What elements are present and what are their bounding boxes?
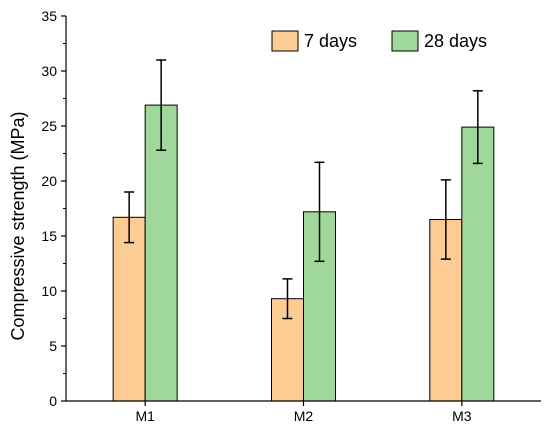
y-axis-label: Compressive strength (MPa) <box>8 111 28 340</box>
legend-swatch <box>271 30 299 52</box>
error-bar-7-days-m3 <box>440 179 451 260</box>
legend-swatch <box>391 30 419 52</box>
legend-item-7-days: 7 days <box>271 30 357 52</box>
bar-28-days-m1 <box>144 104 178 402</box>
y-tick-label: 20 <box>41 173 57 189</box>
y-tick-label: 5 <box>49 338 57 354</box>
error-bar-28-days-m1 <box>156 59 167 151</box>
y-tick-label: 30 <box>41 63 57 79</box>
error-bar-28-days-m2 <box>314 161 325 263</box>
chart-axes: 0 5 10 15 20 25 30 35 M1 M2 M3 <box>41 8 541 424</box>
y-tick-label: 0 <box>49 393 57 409</box>
y-tick-label: 25 <box>41 118 57 134</box>
error-bar-7-days-m1 <box>124 191 135 244</box>
legend-label: 28 days <box>424 31 487 51</box>
x-tick-label: M3 <box>452 408 472 424</box>
legend-item-28-days: 28 days <box>391 30 487 52</box>
error-bar-28-days-m3 <box>472 90 483 165</box>
chart-legend: 7 days 28 days <box>271 30 487 52</box>
bar-28-days-m3 <box>461 126 495 402</box>
y-tick-label: 35 <box>41 8 57 24</box>
x-tick-label: M2 <box>294 408 314 424</box>
bar-7-days-m1 <box>112 216 146 402</box>
y-tick-label: 10 <box>41 283 57 299</box>
legend-label: 7 days <box>304 31 357 51</box>
x-tick-label: M1 <box>135 408 155 424</box>
y-tick-label: 15 <box>41 228 57 244</box>
chart-marks <box>112 59 495 402</box>
error-bar-7-days-m2 <box>282 278 293 320</box>
